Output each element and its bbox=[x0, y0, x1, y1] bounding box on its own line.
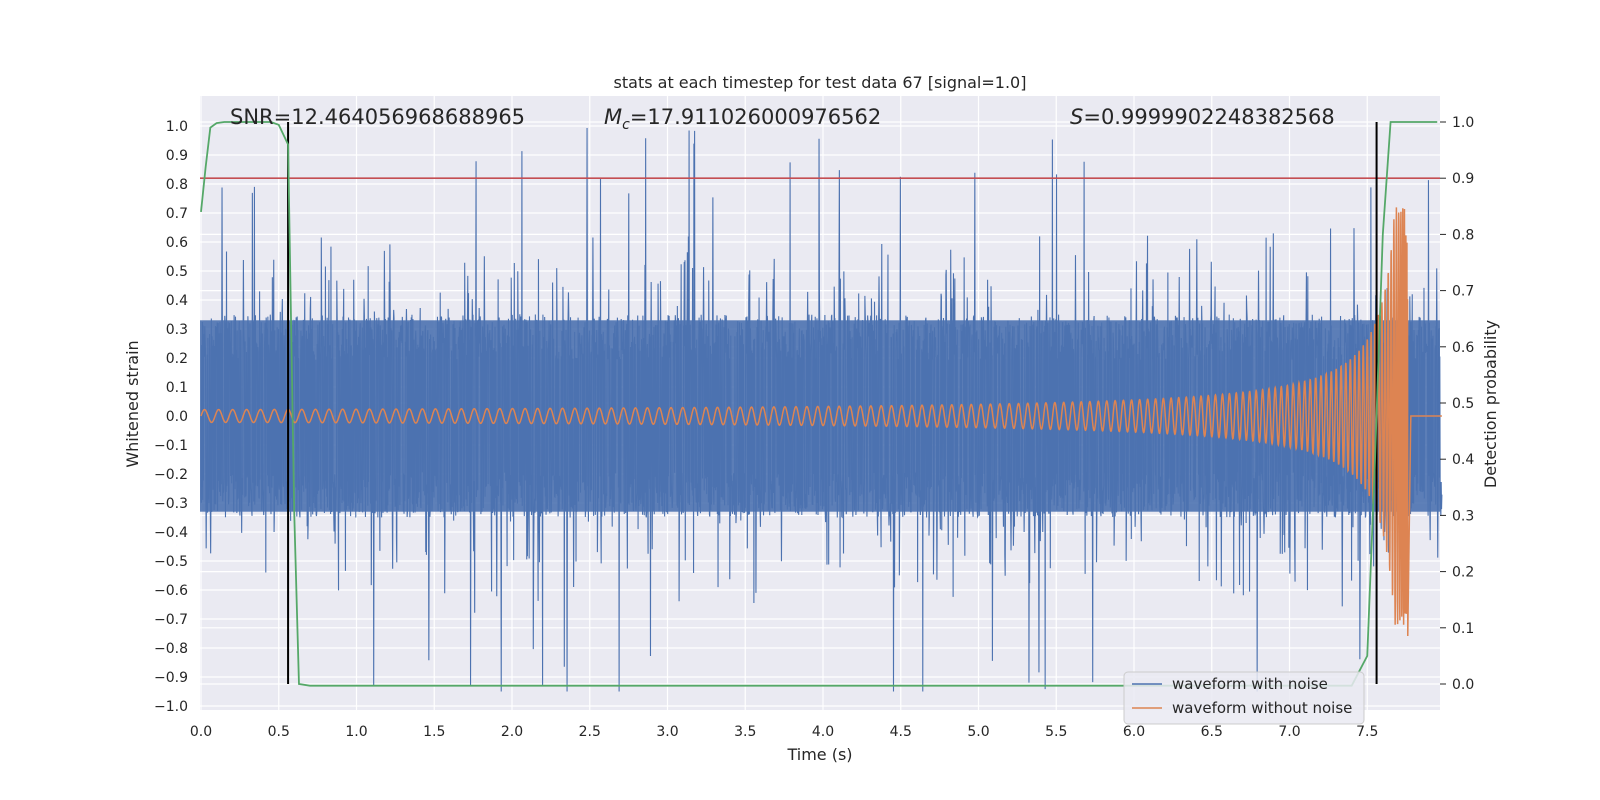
right-tick-label: 1.0 bbox=[1452, 115, 1474, 131]
y-tick-label: 1.0 bbox=[166, 119, 188, 135]
x-tick-label: 0.0 bbox=[190, 724, 212, 740]
y-axis-label: Whitened strain bbox=[123, 340, 142, 467]
y-tick-label: −0.6 bbox=[154, 583, 188, 599]
y-tick-label: 0.3 bbox=[166, 322, 188, 338]
right-tick-label: 0.1 bbox=[1452, 621, 1474, 637]
right-tick-label: 0.0 bbox=[1452, 677, 1474, 693]
chirp-mass-subscript: c bbox=[622, 117, 630, 133]
y-tick-label: 0.0 bbox=[166, 409, 188, 425]
right-tick-label: 0.5 bbox=[1452, 396, 1474, 412]
y-tick-label: 0.2 bbox=[166, 351, 188, 367]
x-axis-label: Time (s) bbox=[786, 745, 852, 764]
clean-series-line bbox=[200, 207, 1442, 636]
x-tick-label: 1.5 bbox=[423, 724, 445, 740]
right-tick-label: 0.9 bbox=[1452, 171, 1474, 187]
statistic-symbol: S bbox=[1070, 105, 1083, 129]
x-tick-label: 3.5 bbox=[734, 724, 756, 740]
y-tick-label: 0.7 bbox=[166, 206, 188, 222]
x-tick-label: 4.5 bbox=[890, 724, 912, 740]
x-tick-label: 5.0 bbox=[967, 724, 989, 740]
y-tick-label: −0.7 bbox=[154, 612, 188, 628]
chirp-mass-value: =17.911026000976562 bbox=[630, 105, 881, 129]
snr-annotation: SNR=12.464056968688965 bbox=[230, 105, 525, 129]
x-tick-label: 7.5 bbox=[1356, 724, 1378, 740]
x-tick-label: 6.5 bbox=[1201, 724, 1223, 740]
detection-probability bbox=[200, 121, 1438, 687]
x-tick-label: 7.0 bbox=[1278, 724, 1300, 740]
x-tick-label: 4.0 bbox=[812, 724, 834, 740]
right-axis-label: Detection probability bbox=[1481, 320, 1500, 488]
y-tick-label: −1.0 bbox=[154, 699, 188, 715]
chart-title: stats at each timestep for test data 67 … bbox=[614, 73, 1027, 92]
y-tick-label: −0.8 bbox=[154, 641, 188, 657]
statistic-annotation: S=0.9999902248382568 bbox=[1070, 105, 1335, 129]
legend: waveform with noise waveform without noi… bbox=[1123, 671, 1365, 725]
y-tick-label: −0.3 bbox=[154, 496, 188, 512]
legend-label-clean: waveform without noise bbox=[1172, 699, 1352, 717]
y-tick-label: 0.1 bbox=[166, 380, 188, 396]
x-tick-label: 0.5 bbox=[268, 724, 290, 740]
x-tick-label: 1.0 bbox=[345, 724, 367, 740]
right-tick-label: 0.3 bbox=[1452, 508, 1474, 524]
y-tick-label: 0.6 bbox=[166, 235, 188, 251]
y-tick-label: 0.8 bbox=[166, 177, 188, 193]
x-tick-label: 5.5 bbox=[1045, 724, 1067, 740]
x-tick-label: 6.0 bbox=[1123, 724, 1145, 740]
right-tick-label: 0.4 bbox=[1452, 452, 1474, 468]
y-tick-label: 0.9 bbox=[166, 148, 188, 164]
chirp-mass-annotation: Mc=17.911026000976562 bbox=[604, 105, 881, 133]
y-tick-label: −0.1 bbox=[154, 438, 188, 454]
legend-label-noise: waveform with noise bbox=[1172, 675, 1328, 693]
y-tick-label: −0.4 bbox=[154, 525, 188, 541]
x-tick-label: 3.0 bbox=[656, 724, 678, 740]
tick-labels: 0.0 0.5 1.0 1.5 2.0 2.5 3.0 3.5 4.0 4.5 5.0 5.5 6.0 6… bbox=[154, 115, 1474, 740]
x-tick-label: 2.5 bbox=[579, 724, 601, 740]
y-tick-label: −0.2 bbox=[154, 467, 188, 483]
y-tick-label: 0.5 bbox=[166, 264, 188, 280]
y-tick-label: −0.9 bbox=[154, 670, 188, 686]
statistic-value: =0.9999902248382568 bbox=[1083, 105, 1334, 129]
right-tick-label: 0.6 bbox=[1452, 340, 1474, 356]
x-tick-label: 2.0 bbox=[501, 724, 523, 740]
chirp-mass-symbol: M bbox=[604, 105, 622, 129]
waveform-without-noise bbox=[200, 207, 1442, 636]
legend-box bbox=[1123, 671, 1365, 725]
y-tick-label: 0.4 bbox=[166, 293, 188, 309]
right-tick-label: 0.7 bbox=[1452, 284, 1474, 300]
right-tick-label: 0.2 bbox=[1452, 565, 1474, 581]
right-tick-label: 0.8 bbox=[1452, 227, 1474, 243]
probability-line bbox=[200, 121, 1438, 687]
y-tick-label: −0.5 bbox=[154, 554, 188, 570]
